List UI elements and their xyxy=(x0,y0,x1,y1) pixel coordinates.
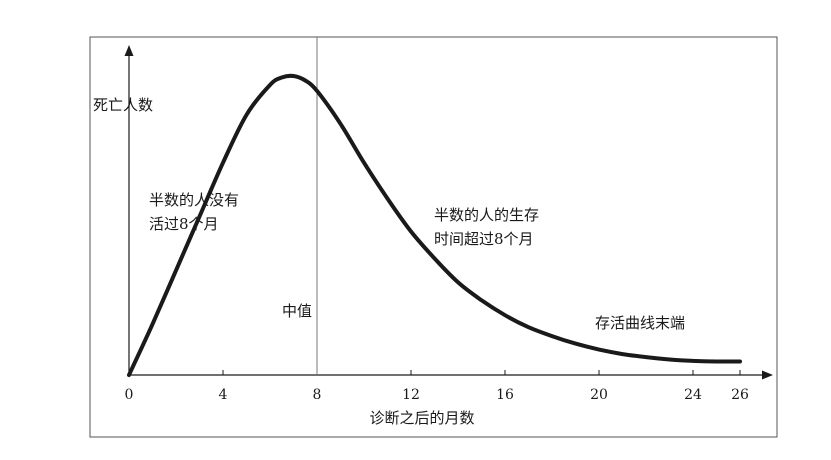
survival-curve xyxy=(127,73,742,377)
median-label: 中值 xyxy=(282,302,312,320)
x-axis-label: 诊断之后的月数 xyxy=(369,409,474,427)
x-tick-label-0: 0 xyxy=(125,387,134,403)
x-tick-label-4: 4 xyxy=(219,387,228,403)
annotation-right-line-2: 时间超过8个月 xyxy=(434,230,534,248)
annotation-right-line-1: 半数的人的生存 xyxy=(434,206,539,224)
annotation-left-line-1: 半数的人没有 xyxy=(149,191,239,209)
y-axis-label: 死亡人数 xyxy=(93,96,153,114)
x-tick-label-12: 12 xyxy=(402,387,420,403)
y-axis-arrowhead xyxy=(124,45,134,56)
x-tick-label-24: 24 xyxy=(684,387,702,403)
x-tick-label-26: 26 xyxy=(731,387,749,403)
x-tick-label-16: 16 xyxy=(496,387,514,403)
x-axis-arrowhead xyxy=(762,370,773,380)
chart-frame xyxy=(89,36,778,438)
annotation-left-line-2: 活过8个月 xyxy=(149,215,219,233)
x-tick-label-8: 8 xyxy=(313,387,322,403)
annotation-tail: 存活曲线末端 xyxy=(595,314,685,332)
x-axis-ticks: 0 4 8 12 16 20 24 26 xyxy=(125,370,749,403)
x-tick-label-20: 20 xyxy=(590,387,608,403)
